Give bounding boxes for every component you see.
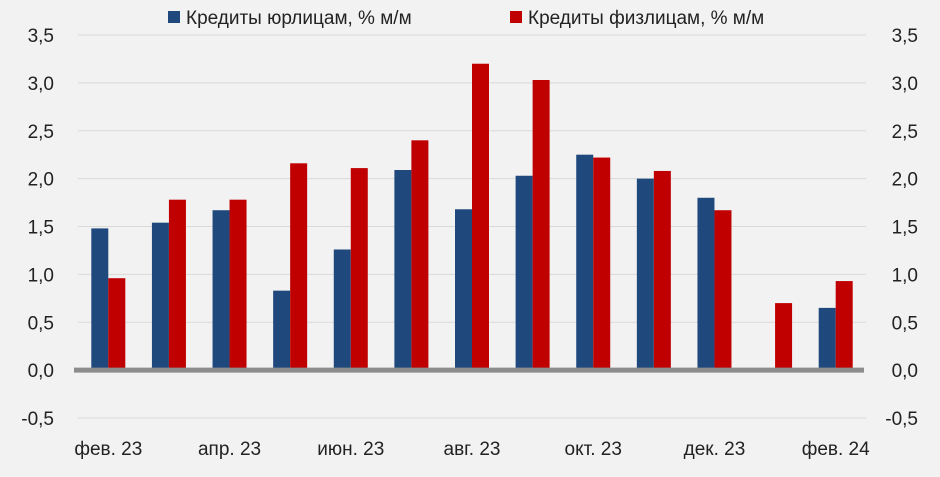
bar-retail-3 bbox=[290, 163, 308, 371]
y-tick-label-left: 0,5 bbox=[28, 313, 54, 334]
y-tick-label-right: 3,5 bbox=[892, 26, 918, 47]
legend: Кредиты юрлицам, % м/м Кредиты физлицам, … bbox=[168, 8, 764, 29]
bar-retail-9 bbox=[653, 170, 671, 371]
legend-swatch bbox=[510, 11, 522, 23]
bar-retail-8 bbox=[593, 157, 611, 371]
x-tick-label: окт. 23 bbox=[565, 439, 622, 460]
y-tick-label-right: 2,0 bbox=[892, 170, 918, 191]
bar-corporate-6 bbox=[455, 209, 472, 371]
bar-corporate-12 bbox=[818, 307, 836, 371]
bar-corporate-2 bbox=[212, 210, 230, 371]
y-tick-label-left: 3,0 bbox=[28, 74, 54, 95]
bar-corporate-10 bbox=[697, 197, 715, 371]
y-tick-label-right: 0,0 bbox=[892, 361, 918, 382]
y-tick-label-right: 1,0 bbox=[892, 265, 918, 286]
bar-corporate-8 bbox=[576, 154, 594, 371]
x-tick-label: апр. 23 bbox=[198, 439, 261, 460]
y-tick-label-left: 1,5 bbox=[28, 218, 54, 239]
y-tick-label-left: 2,5 bbox=[28, 122, 54, 143]
legend-label: Кредиты юрлицам, % м/м bbox=[186, 8, 412, 29]
bar-retail-11 bbox=[775, 303, 793, 371]
bars bbox=[91, 63, 853, 371]
y-axis-left-ticks: 3,5 3,0 2,5 2,0 1,5 1,0 0,5 0,0 -0,5 bbox=[21, 26, 54, 430]
bar-corporate-0 bbox=[91, 228, 109, 371]
bar-retail-1 bbox=[168, 199, 186, 371]
y-tick-label-right: -0,5 bbox=[885, 409, 918, 430]
bar-corporate-9 bbox=[636, 178, 654, 371]
bar-retail-12 bbox=[835, 281, 853, 371]
y-tick-label-right: 2,5 bbox=[892, 122, 918, 143]
bar-retail-10 bbox=[714, 210, 732, 371]
y-tick-label-left: 2,0 bbox=[28, 170, 54, 191]
y-tick-label-right: 3,0 bbox=[892, 74, 918, 95]
bar-retail-0 bbox=[108, 278, 126, 371]
bar-retail-7 bbox=[532, 80, 550, 371]
y-tick-label-right: 1,5 bbox=[892, 218, 918, 239]
bar-corporate-7 bbox=[515, 175, 533, 371]
y-tick-label-left: -0,5 bbox=[21, 409, 54, 430]
y-tick-label-left: 1,0 bbox=[28, 265, 54, 286]
x-tick-label: авг. 23 bbox=[444, 439, 501, 460]
x-axis-ticks: фев. 23 апр. 23 июн. 23 авг. 23 окт. 23 дек. … bbox=[74, 439, 870, 460]
y-tick-label-left: 0,0 bbox=[28, 361, 54, 382]
bar-corporate-3 bbox=[273, 290, 291, 371]
x-tick-label: фев. 24 bbox=[802, 439, 870, 460]
legend-label: Кредиты физлицам, % м/м bbox=[528, 8, 764, 29]
bar-retail-6 bbox=[472, 63, 489, 371]
bar-retail-2 bbox=[229, 199, 247, 371]
bar-corporate-4 bbox=[333, 249, 351, 371]
bar-corporate-5 bbox=[394, 170, 412, 371]
x-tick-label: фев. 23 bbox=[74, 439, 142, 460]
bar-corporate-1 bbox=[151, 222, 169, 371]
y-tick-label-right: 0,5 bbox=[892, 313, 918, 334]
x-tick-label: дек. 23 bbox=[684, 439, 746, 460]
legend-swatch bbox=[168, 11, 180, 23]
bar-retail-5 bbox=[411, 140, 429, 371]
y-tick-label-left: 3,5 bbox=[28, 26, 54, 47]
bar-retail-4 bbox=[350, 168, 368, 371]
x-tick-label: июн. 23 bbox=[317, 439, 384, 460]
y-axis-right-ticks: 3,5 3,0 2,5 2,0 1,5 1,0 0,5 0,0 -0,5 bbox=[885, 26, 918, 430]
